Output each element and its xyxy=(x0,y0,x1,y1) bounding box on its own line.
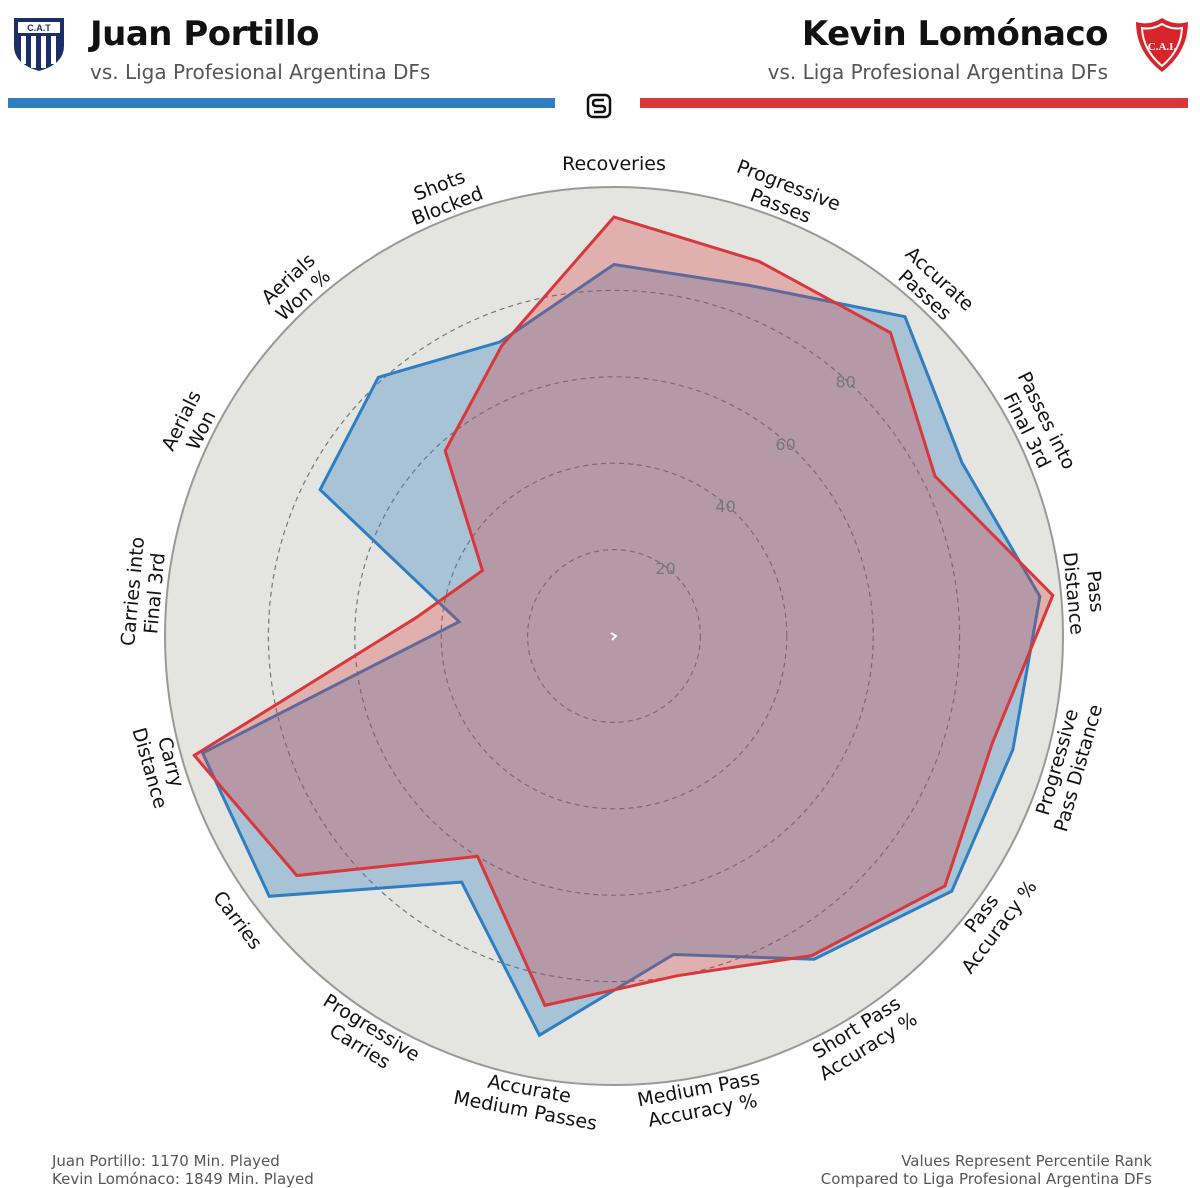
footer-note: Values Represent Percentile Rank xyxy=(901,1152,1152,1170)
independiente-crest-icon: C.A.I. xyxy=(1136,18,1188,72)
center-marker xyxy=(610,632,618,641)
footer-minutes-player1: Juan Portillo: 1170 Min. Played xyxy=(52,1152,280,1170)
svg-text:C.A.T: C.A.T xyxy=(27,23,51,33)
radar-ring-60 xyxy=(354,376,874,896)
radar-series-2 xyxy=(192,215,1055,1008)
radar-ring-20 xyxy=(526,548,701,723)
player1-name: Juan Portillo xyxy=(90,14,319,54)
footer-note-comparison: Compared to Liga Profesional Argentina D… xyxy=(820,1170,1152,1188)
svg-text:C.A.I.: C.A.I. xyxy=(1148,41,1177,53)
radar-outer-disc xyxy=(164,186,1064,1086)
axis-label-0: Recoveries xyxy=(562,153,666,175)
ring-label-20: 20 xyxy=(655,559,675,578)
axis-label-line: Recoveries xyxy=(562,153,666,175)
radar-ring-40 xyxy=(440,462,788,810)
player2-name: Kevin Lomónaco xyxy=(801,14,1109,54)
player2-subtitle: vs. Liga Profesional Argentina DFs xyxy=(767,60,1108,84)
ring-label-60: 60 xyxy=(775,435,795,454)
player1-subtitle: vs. Liga Profesional Argentina DFs xyxy=(90,60,431,84)
talleres-crest-icon: C.A.T xyxy=(14,18,64,71)
footer-minutes-player2: Kevin Lomónaco: 1849 Min. Played xyxy=(52,1170,314,1188)
brand-logo-icon xyxy=(586,93,612,119)
ring-label-80: 80 xyxy=(835,373,855,392)
ring-label-40: 40 xyxy=(715,497,735,516)
radar-series-1 xyxy=(200,262,1042,1038)
player2-color-bar xyxy=(640,98,1188,108)
radar-ring-80 xyxy=(267,289,961,983)
player1-color-bar xyxy=(8,98,555,108)
axis-label-line: Pass xyxy=(1082,569,1108,613)
